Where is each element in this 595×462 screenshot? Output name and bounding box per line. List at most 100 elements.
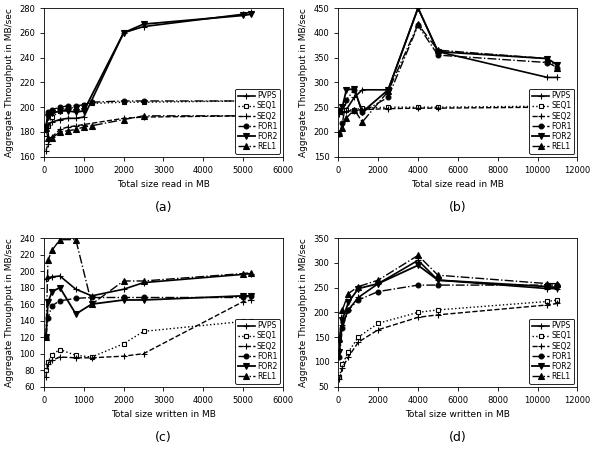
SEQ2: [544, 302, 551, 308]
Line: REL1: REL1: [43, 237, 254, 340]
FOR2: [42, 334, 49, 340]
FOR1: [120, 98, 127, 104]
SEQ1: [140, 99, 147, 105]
REL1: [375, 277, 382, 283]
FOR2: [88, 301, 95, 307]
Legend: PVPS, SEQ1, SEQ2, FOR1, FOR2, REL1: PVPS, SEQ1, SEQ2, FOR1, FOR2, REL1: [530, 89, 574, 154]
PVPS: [554, 286, 561, 292]
Line: SEQ2: SEQ2: [42, 297, 255, 380]
FOR2: [339, 317, 346, 322]
FOR1: [339, 120, 346, 126]
FOR2: [350, 86, 358, 91]
FOR1: [42, 334, 49, 340]
SEQ2: [48, 134, 55, 140]
FOR1: [140, 295, 147, 300]
Line: FOR1: FOR1: [43, 98, 253, 128]
FOR2: [336, 349, 343, 355]
Line: PVPS: PVPS: [336, 257, 561, 346]
SEQ1: [434, 104, 441, 110]
FOR1: [45, 316, 52, 321]
Line: FOR1: FOR1: [337, 23, 560, 137]
FOR1: [64, 103, 71, 109]
REL1: [42, 126, 49, 131]
PVPS: [57, 117, 64, 122]
FOR2: [80, 108, 87, 114]
PVPS: [339, 322, 346, 328]
PVPS: [339, 108, 346, 113]
PVPS: [45, 275, 52, 280]
REL1: [240, 271, 247, 276]
Line: FOR2: FOR2: [43, 285, 254, 340]
FOR2: [240, 12, 247, 18]
SEQ2: [57, 354, 64, 360]
SEQ2: [42, 374, 49, 380]
SEQ1: [120, 99, 127, 105]
REL1: [339, 307, 346, 313]
SEQ2: [240, 113, 247, 119]
REL1: [384, 89, 392, 94]
SEQ2: [336, 111, 343, 116]
SEQ1: [415, 104, 422, 110]
Line: REL1: REL1: [337, 253, 560, 341]
FOR1: [350, 87, 358, 92]
REL1: [554, 281, 561, 286]
PVPS: [350, 95, 358, 100]
SEQ1: [42, 367, 49, 373]
FOR2: [554, 285, 561, 290]
FOR1: [140, 98, 147, 104]
FOR1: [72, 103, 79, 109]
SEQ1: [554, 297, 561, 303]
SEQ1: [339, 362, 346, 367]
FOR2: [415, 5, 422, 11]
SEQ1: [72, 104, 79, 110]
X-axis label: Total size read in MB: Total size read in MB: [411, 180, 505, 189]
FOR1: [336, 354, 343, 360]
SEQ1: [415, 310, 422, 315]
REL1: [88, 301, 95, 307]
SEQ1: [120, 341, 127, 346]
FOR1: [57, 298, 64, 304]
FOR1: [544, 282, 551, 288]
FOR1: [554, 65, 561, 70]
REL1: [248, 270, 255, 275]
Line: FOR2: FOR2: [337, 262, 560, 355]
SEQ1: [45, 123, 52, 128]
SEQ1: [343, 107, 350, 113]
X-axis label: Total size written in MB: Total size written in MB: [111, 410, 216, 419]
REL1: [434, 273, 441, 278]
FOR2: [48, 289, 55, 294]
REL1: [140, 278, 147, 284]
FOR2: [415, 262, 422, 268]
SEQ2: [240, 299, 247, 304]
FOR1: [434, 282, 441, 288]
PVPS: [544, 75, 551, 80]
REL1: [339, 126, 346, 131]
REL1: [240, 113, 247, 119]
FOR1: [375, 289, 382, 294]
FOR1: [248, 98, 255, 104]
REL1: [45, 135, 52, 141]
SEQ1: [140, 328, 147, 334]
Y-axis label: Aggregate Throughput in MB/sec: Aggregate Throughput in MB/sec: [299, 238, 308, 387]
PVPS: [42, 124, 49, 130]
Line: SEQ1: SEQ1: [337, 298, 560, 379]
SEQ1: [45, 359, 52, 365]
FOR2: [248, 12, 255, 17]
SEQ2: [339, 109, 346, 115]
SEQ1: [339, 107, 346, 113]
SEQ1: [350, 107, 358, 112]
FOR2: [375, 281, 382, 286]
Line: REL1: REL1: [43, 113, 254, 141]
X-axis label: Total size read in MB: Total size read in MB: [117, 180, 210, 189]
FOR2: [384, 87, 392, 92]
FOR1: [384, 95, 392, 100]
REL1: [343, 116, 350, 121]
PVPS: [120, 286, 127, 292]
FOR1: [88, 99, 95, 105]
Line: PVPS: PVPS: [42, 8, 255, 130]
Line: FOR2: FOR2: [43, 12, 254, 130]
FOR2: [339, 104, 346, 110]
SEQ2: [434, 105, 441, 111]
REL1: [345, 291, 352, 296]
PVPS: [88, 293, 95, 298]
